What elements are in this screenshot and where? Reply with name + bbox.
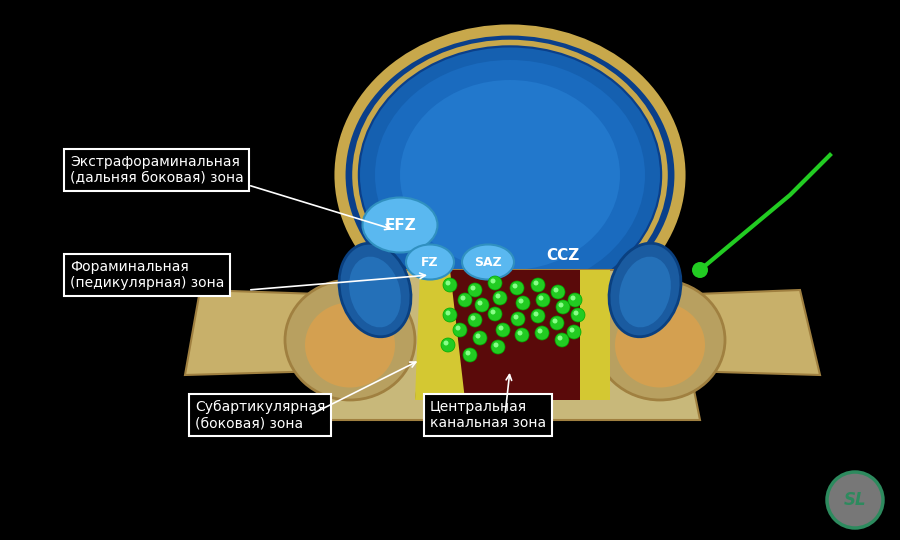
Ellipse shape	[619, 256, 670, 327]
Ellipse shape	[615, 302, 705, 388]
Circle shape	[473, 331, 487, 345]
Circle shape	[496, 323, 510, 337]
Circle shape	[518, 330, 523, 335]
Circle shape	[475, 298, 489, 312]
Text: Центральная
канальная зона: Центральная канальная зона	[430, 400, 546, 430]
Circle shape	[555, 333, 569, 347]
Circle shape	[515, 328, 529, 342]
Circle shape	[514, 314, 518, 320]
Circle shape	[556, 300, 570, 314]
Circle shape	[568, 293, 582, 307]
Ellipse shape	[340, 30, 680, 320]
Circle shape	[468, 283, 482, 297]
Circle shape	[551, 285, 565, 299]
Circle shape	[471, 315, 475, 321]
Circle shape	[571, 295, 575, 300]
Text: EFZ: EFZ	[384, 218, 416, 233]
Circle shape	[444, 341, 448, 346]
Ellipse shape	[285, 280, 415, 400]
Circle shape	[534, 312, 538, 316]
Circle shape	[559, 302, 563, 307]
Circle shape	[443, 278, 457, 292]
Circle shape	[468, 313, 482, 327]
Circle shape	[535, 326, 549, 340]
Circle shape	[536, 293, 550, 307]
Circle shape	[516, 296, 530, 310]
Polygon shape	[415, 270, 610, 400]
Circle shape	[518, 299, 524, 303]
Circle shape	[827, 472, 883, 528]
Circle shape	[567, 325, 581, 339]
Polygon shape	[415, 270, 465, 400]
Circle shape	[511, 312, 525, 326]
Ellipse shape	[406, 245, 454, 280]
Circle shape	[488, 307, 502, 321]
Text: Фораминальная
(педикулярная) зона: Фораминальная (педикулярная) зона	[70, 260, 224, 290]
Circle shape	[471, 286, 475, 291]
Ellipse shape	[609, 243, 681, 337]
Circle shape	[531, 309, 545, 323]
Circle shape	[491, 279, 496, 284]
Ellipse shape	[339, 243, 411, 337]
Circle shape	[531, 278, 545, 292]
Circle shape	[512, 284, 517, 288]
Text: SAZ: SAZ	[474, 255, 502, 268]
Circle shape	[475, 334, 481, 339]
Circle shape	[488, 276, 502, 290]
Ellipse shape	[349, 256, 400, 327]
Circle shape	[573, 310, 579, 315]
Circle shape	[499, 326, 503, 330]
Circle shape	[538, 295, 544, 300]
Circle shape	[570, 327, 574, 333]
Text: Экстрафораминальная
(дальняя боковая) зона: Экстрафораминальная (дальняя боковая) зо…	[70, 155, 244, 185]
Circle shape	[463, 348, 477, 362]
Circle shape	[441, 338, 455, 352]
Circle shape	[446, 310, 451, 315]
Ellipse shape	[305, 302, 395, 388]
Ellipse shape	[375, 60, 645, 290]
Ellipse shape	[462, 245, 514, 280]
Circle shape	[458, 293, 472, 307]
Text: SL: SL	[843, 491, 867, 509]
Circle shape	[493, 291, 507, 305]
Circle shape	[493, 342, 499, 348]
Circle shape	[550, 316, 564, 330]
Circle shape	[465, 350, 471, 355]
Circle shape	[496, 294, 500, 299]
Circle shape	[455, 326, 461, 330]
Ellipse shape	[595, 280, 725, 400]
Text: CCZ: CCZ	[546, 247, 580, 262]
Circle shape	[510, 281, 524, 295]
Circle shape	[557, 335, 562, 341]
Circle shape	[692, 262, 708, 278]
Circle shape	[537, 328, 543, 334]
Circle shape	[571, 308, 585, 322]
Circle shape	[478, 300, 482, 306]
Circle shape	[461, 295, 465, 300]
Text: Субартикулярная
(боковая) зона: Субартикулярная (боковая) зона	[195, 400, 326, 430]
Circle shape	[446, 280, 451, 286]
Ellipse shape	[363, 198, 437, 253]
Polygon shape	[650, 290, 820, 375]
Circle shape	[491, 309, 496, 314]
Circle shape	[553, 319, 557, 323]
Circle shape	[554, 287, 559, 293]
Ellipse shape	[400, 80, 620, 270]
Circle shape	[534, 280, 538, 286]
Polygon shape	[580, 270, 610, 400]
Polygon shape	[185, 290, 360, 375]
Polygon shape	[320, 270, 700, 420]
Circle shape	[491, 340, 505, 354]
Circle shape	[443, 308, 457, 322]
Ellipse shape	[360, 48, 660, 302]
Circle shape	[453, 323, 467, 337]
Text: FZ: FZ	[421, 255, 439, 268]
